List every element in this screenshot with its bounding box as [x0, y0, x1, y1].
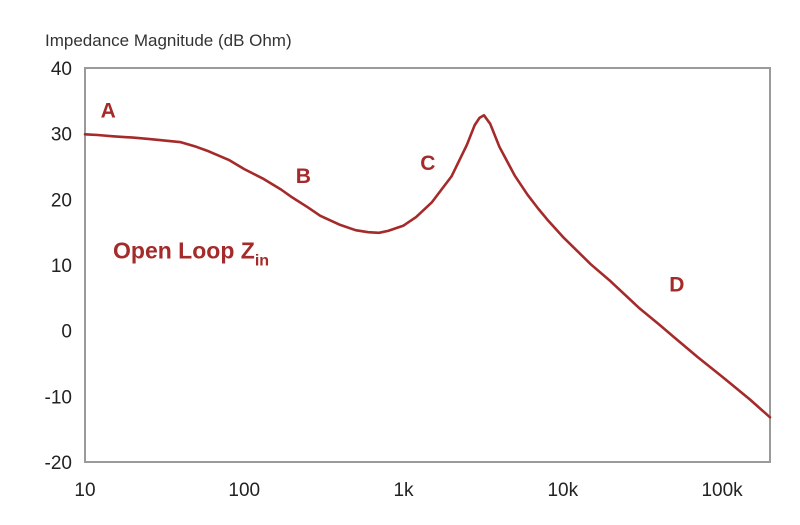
y-tick-label: 0: [61, 322, 72, 343]
annotation-label: D: [669, 273, 684, 296]
y-tick-label: 20: [51, 190, 72, 211]
y-tick-label: 10: [51, 256, 72, 277]
y-tick-label: 40: [51, 59, 72, 80]
x-tick-label: 10: [74, 480, 95, 501]
annotation-layer: A B C D: [101, 99, 685, 296]
y-tick-labels: 40 30 20 10 0 -10 -20: [45, 59, 72, 474]
annotation-label: C: [420, 152, 435, 175]
annotation-label: B: [296, 165, 311, 188]
y-tick-label: -20: [45, 453, 72, 474]
y-tick-label: 30: [51, 125, 72, 146]
series-line-open-loop-zin: [83, 114, 772, 419]
y-tick-label: -10: [45, 387, 72, 408]
x-tick-label: 100k: [701, 480, 743, 501]
x-tick-labels: 10 100 1k 10k 100k: [74, 480, 743, 501]
annotation-label: A: [101, 99, 116, 122]
series-label: Open Loop Zin: [113, 237, 269, 269]
x-tick-label: 100: [228, 480, 260, 501]
x-tick-label: 1k: [393, 480, 414, 501]
plot-frame: [84, 67, 771, 463]
x-tick-label: 10k: [547, 480, 578, 501]
y-axis-title: Impedance Magnitude (dB Ohm): [45, 31, 292, 50]
series-layer: Open Loop Zin: [83, 114, 772, 419]
